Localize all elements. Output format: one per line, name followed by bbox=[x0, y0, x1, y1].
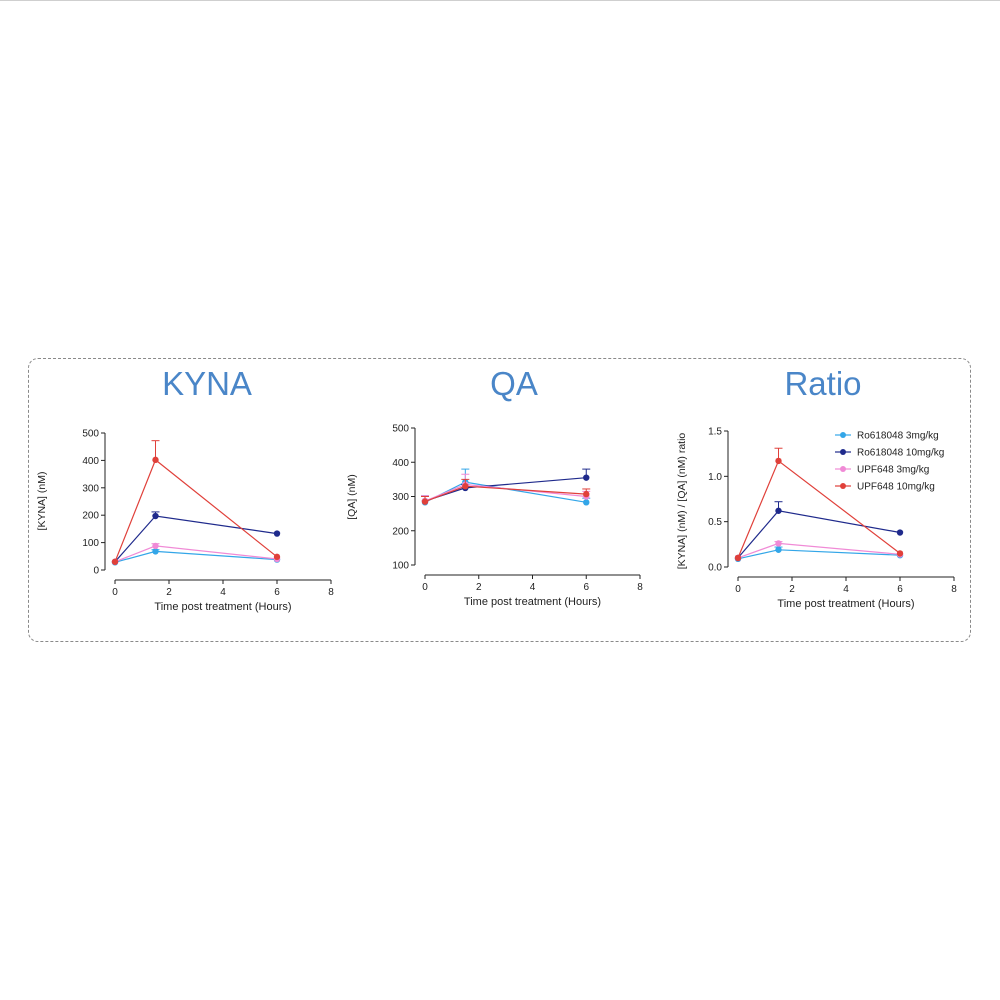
qa-upf648-10mg-kg-point bbox=[583, 490, 590, 498]
kyna-ro618048-3mg-kg-point bbox=[152, 548, 159, 555]
kyna-y-label: [KYNA] (nM) bbox=[36, 472, 48, 531]
kyna-upf648-10mg-kg-point bbox=[273, 553, 281, 561]
ratio-x-tick-label: 2 bbox=[789, 584, 795, 595]
ratio-y-tick-label: 1.5 bbox=[708, 427, 722, 438]
qa-x-tick-label: 4 bbox=[530, 582, 536, 593]
ratio-ro618048-10mg-kg-point bbox=[896, 529, 904, 536]
ratio-x-tick-label: 8 bbox=[951, 584, 957, 595]
qa-y-tick-label: 100 bbox=[392, 561, 409, 572]
ratio-upf648-10mg-kg-point bbox=[896, 550, 904, 557]
kyna-x-tick-label: 2 bbox=[166, 587, 172, 598]
legend-swatch-marker bbox=[840, 483, 846, 489]
ratio-y-tick-label: 1.0 bbox=[708, 472, 722, 483]
ratio-x-tick-label: 6 bbox=[897, 584, 903, 595]
ratio-x-label: Time post treatment (Hours) bbox=[777, 598, 914, 610]
kyna-x-tick-label: 6 bbox=[274, 587, 280, 598]
ratio-ro618048-3mg-kg-line bbox=[737, 549, 901, 560]
ratio-upf648-3mg-kg-point bbox=[775, 540, 782, 547]
ratio-title: Ratio bbox=[784, 365, 861, 402]
kyna-x-tick-label: 4 bbox=[220, 587, 226, 598]
kyna-upf648-3mg-kg-point bbox=[152, 542, 159, 550]
qa-y-tick-label: 200 bbox=[392, 526, 409, 537]
qa-x-label: Time post treatment (Hours) bbox=[464, 596, 601, 608]
kyna-ro618048-10mg-kg-point bbox=[152, 512, 159, 520]
kyna-upf648-10mg-kg-point bbox=[111, 558, 119, 565]
kyna-y-tick-label: 0 bbox=[93, 566, 99, 577]
qa-x-tick-label: 8 bbox=[637, 582, 643, 593]
qa-chart: QA 100 200 300 400 500 0 2 4 6 8 Time post treatmen… bbox=[346, 365, 643, 608]
kyna-chart: KYNA 0 100 200 300 400 500 0 2 4 6 8 Time post treat… bbox=[36, 365, 334, 613]
legend-swatch-marker bbox=[840, 466, 846, 472]
ratio-upf648-3mg-kg-line bbox=[737, 542, 901, 559]
ratio-y-tick-label: 0.0 bbox=[708, 563, 722, 574]
qa-title: QA bbox=[490, 365, 538, 402]
ratio-chart: Ratio 0.0 0.5 1.0 1.5 0 2 4 6 8 Time post treatmen… bbox=[676, 365, 957, 610]
legend-label: Ro618048 3mg/kg bbox=[857, 431, 939, 442]
kyna-y-tick-label: 200 bbox=[82, 511, 99, 522]
qa-x-tick-label: 6 bbox=[583, 582, 589, 593]
top-rule bbox=[0, 0, 1000, 1]
ratio-ro618048-10mg-kg-point bbox=[775, 507, 782, 514]
kyna-upf648-10mg-kg-point bbox=[152, 456, 159, 464]
qa-ro618048-10mg-kg-point bbox=[583, 474, 590, 481]
qa-x-tick-label: 0 bbox=[422, 582, 428, 593]
legend-swatch-marker bbox=[840, 449, 846, 455]
legend-label: Ro618048 10mg/kg bbox=[857, 448, 944, 459]
kyna-x-tick-label: 8 bbox=[328, 587, 334, 598]
legend-label: UPF648 3mg/kg bbox=[857, 465, 929, 476]
qa-upf648-10mg-kg-point bbox=[462, 483, 469, 490]
ratio-y-label: [KYNA] (nM) / [QA] (nM) ratio bbox=[676, 433, 688, 570]
kyna-y-tick-label: 500 bbox=[82, 429, 99, 440]
figure-panel: KYNA 0 100 200 300 400 500 0 2 4 6 8 Time post treat… bbox=[28, 358, 971, 642]
ratio-upf648-10mg-kg-point bbox=[775, 457, 782, 465]
ratio-x-tick-label: 0 bbox=[735, 584, 741, 595]
kyna-y-tick-label: 300 bbox=[82, 483, 99, 494]
ratio-upf648-10mg-kg-point bbox=[734, 554, 742, 562]
kyna-y-tick-label: 100 bbox=[82, 538, 99, 549]
qa-upf648-10mg-kg-point bbox=[421, 498, 429, 505]
qa-ro618048-3mg-kg-point bbox=[583, 499, 590, 506]
qa-y-tick-label: 300 bbox=[392, 492, 409, 503]
ratio-x-tick-label: 4 bbox=[843, 584, 849, 595]
kyna-x-tick-label: 0 bbox=[112, 587, 118, 598]
legend-label: UPF648 10mg/kg bbox=[857, 482, 935, 493]
ratio-y-tick-label: 0.5 bbox=[708, 517, 722, 528]
qa-y-tick-label: 500 bbox=[392, 424, 409, 435]
qa-x-tick-label: 2 bbox=[476, 582, 482, 593]
ratio-ro618048-3mg-kg-point bbox=[775, 546, 782, 553]
legend-swatch-marker bbox=[840, 432, 846, 438]
qa-y-tick-label: 400 bbox=[392, 458, 409, 469]
kyna-ro618048-10mg-kg-point bbox=[273, 530, 281, 537]
kyna-title: KYNA bbox=[162, 365, 252, 402]
kyna-ro618048-10mg-kg-line bbox=[114, 515, 278, 563]
kyna-upf648-10mg-kg-line bbox=[114, 458, 278, 563]
qa-y-label: [QA] (nM) bbox=[346, 474, 358, 520]
kyna-x-label: Time post treatment (Hours) bbox=[154, 601, 291, 613]
kyna-y-tick-label: 400 bbox=[82, 456, 99, 467]
